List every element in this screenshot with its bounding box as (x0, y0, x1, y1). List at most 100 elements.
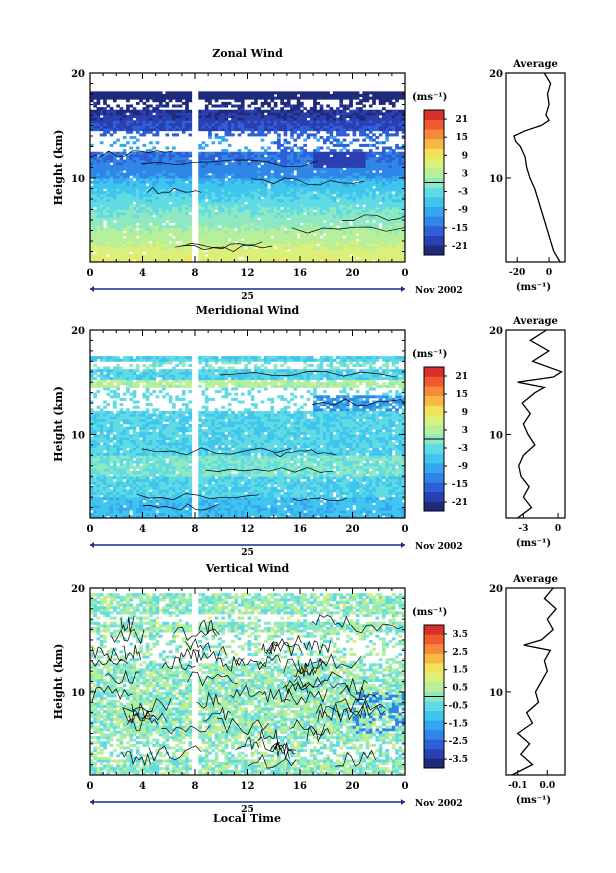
heatmap-cell (247, 217, 252, 221)
heatmap-cell (96, 251, 101, 255)
heatmap-cell (116, 191, 120, 195)
heatmap-cell (221, 128, 225, 132)
heatmap-cell (382, 99, 386, 103)
heatmap-cell (155, 183, 160, 187)
heatmap-cell (382, 256, 386, 260)
heatmap-cell (211, 175, 216, 179)
heatmap-cell (201, 164, 206, 168)
heatmap-cell (283, 180, 288, 184)
heatmap-cell (286, 227, 291, 231)
heatmap-cell (168, 220, 173, 224)
heatmap-cell (112, 178, 117, 182)
heatmap-cell (201, 188, 206, 192)
heatmap-cell (90, 94, 94, 98)
heatmap-cell (93, 199, 97, 203)
heatmap-cell (185, 227, 189, 231)
heatmap-cell (254, 227, 258, 231)
heatmap-cell (149, 122, 153, 126)
heatmap-cell (365, 193, 370, 197)
heatmap-cell (313, 178, 317, 182)
heatmap-cell (309, 212, 314, 216)
heatmap-cell (270, 183, 275, 187)
heatmap-cell (135, 157, 140, 161)
heatmap-cell (260, 241, 265, 245)
heatmap-cell (355, 196, 360, 200)
heatmap-cell (303, 185, 307, 189)
heatmap-cell (260, 151, 265, 155)
heatmap-cell (300, 109, 304, 113)
heatmap-cell (132, 238, 137, 242)
heatmap-cell (198, 243, 202, 247)
heatmap-cell (103, 256, 107, 260)
heatmap-cell (211, 104, 216, 108)
heatmap-cell (106, 122, 111, 126)
heatmap-cell (368, 238, 373, 242)
heatmap-cell (250, 201, 255, 205)
heatmap-cell (149, 225, 153, 229)
heatmap-cell (382, 227, 386, 231)
heatmap-cell (352, 167, 357, 171)
heatmap-cell (322, 246, 327, 250)
heatmap-cell (96, 162, 101, 166)
heatmap-cell (300, 225, 304, 229)
heatmap-cell (385, 220, 389, 224)
heatmap-cell (224, 164, 229, 168)
heatmap-cell (201, 170, 206, 174)
heatmap-cell (359, 235, 363, 239)
heatmap-cell (359, 188, 363, 192)
heatmap-cell (247, 162, 252, 166)
heatmap-cell (247, 246, 252, 250)
heatmap-cell (388, 151, 393, 155)
heatmap-cell (382, 175, 386, 179)
heatmap-cell (145, 167, 150, 171)
heatmap-cell (382, 154, 386, 158)
heatmap-cell (168, 159, 173, 163)
heatmap-cell (329, 233, 334, 237)
heatmap-cell (119, 159, 124, 163)
heatmap-cell (296, 109, 301, 113)
heatmap-cell (283, 243, 288, 247)
heatmap-cell (250, 125, 255, 129)
heatmap-cell (365, 180, 370, 184)
heatmap-cell (345, 180, 350, 184)
heatmap-cell (96, 256, 101, 260)
heatmap-cell (181, 212, 186, 216)
heatmap-cell (362, 120, 367, 124)
heatmap-cell (372, 217, 376, 221)
heatmap-cell (208, 220, 212, 224)
heatmap-cell (112, 209, 117, 213)
heatmap-cell (290, 233, 294, 237)
heatmap-cell (129, 222, 134, 226)
heatmap-cell (385, 154, 389, 158)
heatmap-cell (329, 243, 334, 247)
heatmap-cell (208, 164, 212, 168)
heatmap-cell (109, 115, 114, 119)
heatmap-cell (290, 209, 294, 213)
heatmap-cell (244, 199, 248, 203)
heatmap-cell (93, 170, 97, 174)
heatmap-cell (250, 246, 255, 250)
heatmap-cell (149, 164, 153, 168)
heatmap-cell (185, 91, 189, 95)
heatmap-cell (217, 209, 222, 213)
heatmap-cell (112, 115, 117, 119)
heatmap-cell (375, 199, 380, 203)
heatmap-cell (263, 149, 268, 153)
heatmap-cell (319, 104, 324, 108)
heatmap-cell (250, 170, 255, 174)
heatmap-cell (178, 204, 183, 208)
heatmap-cell (283, 172, 288, 176)
heatmap-cell (313, 196, 317, 200)
heatmap-cell (122, 191, 127, 195)
heatmap-cell (378, 233, 383, 237)
heatmap-cell (188, 233, 193, 237)
heatmap-cell (319, 220, 324, 224)
heatmap-cell (372, 99, 376, 103)
heatmap-cell (158, 235, 163, 239)
heatmap-cell (342, 251, 347, 255)
heatmap-cell (165, 157, 170, 161)
heatmap-cell (112, 246, 117, 250)
heatmap-cell (198, 185, 202, 189)
heatmap-cell (293, 125, 298, 129)
heatmap-cell (247, 206, 252, 210)
